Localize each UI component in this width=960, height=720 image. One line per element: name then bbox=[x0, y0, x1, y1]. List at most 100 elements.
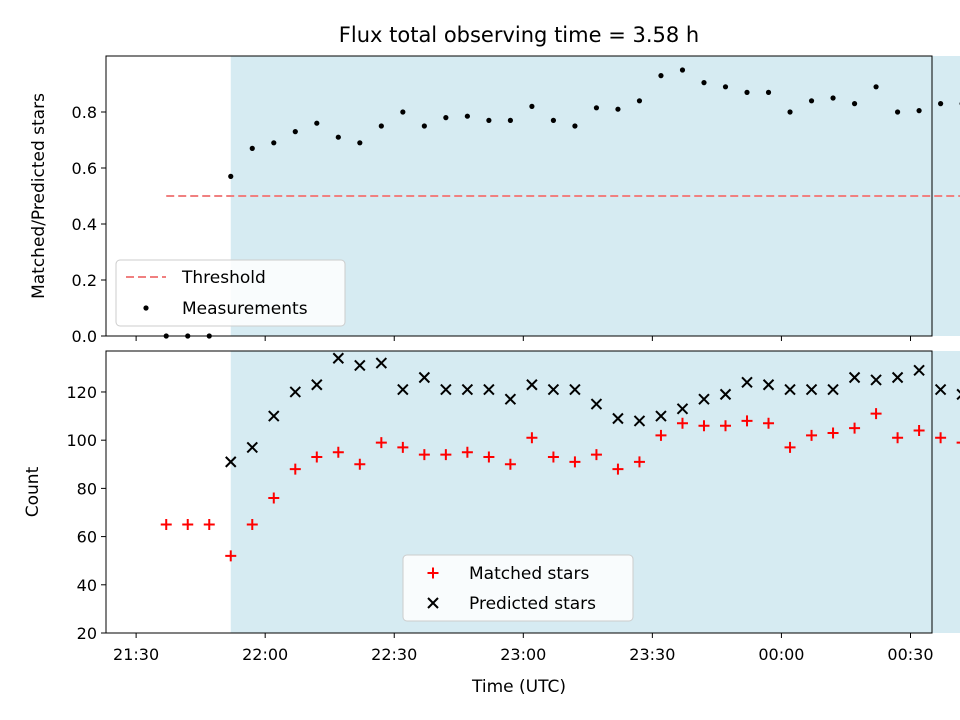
predicted-star-point bbox=[956, 388, 960, 401]
matched-star-point bbox=[375, 437, 387, 449]
matched-star-point bbox=[160, 519, 172, 531]
y-tick-label: 60 bbox=[77, 528, 97, 547]
legend-box bbox=[115, 259, 346, 327]
legend: Threshold Measurements bbox=[115, 259, 346, 327]
chart-title: Flux total observing time = 3.58 h bbox=[339, 23, 699, 47]
legend: Matched stars Predicted stars bbox=[402, 554, 634, 622]
axes-frame bbox=[105, 55, 933, 337]
measurement-point bbox=[701, 80, 707, 86]
matched-star-point bbox=[311, 451, 323, 463]
y-tick-label: 0.2 bbox=[72, 271, 97, 290]
measurement-point bbox=[400, 109, 406, 115]
measurement-point bbox=[765, 89, 772, 95]
matched-star-point bbox=[956, 441, 960, 444]
matched-star-point bbox=[289, 463, 301, 475]
predicted-star-point bbox=[698, 393, 710, 405]
measurement-point bbox=[507, 117, 513, 123]
legend-measurements-swatch bbox=[143, 305, 149, 311]
measurement-point bbox=[378, 123, 384, 129]
predicted-star-point bbox=[719, 388, 732, 401]
measurement-point bbox=[292, 129, 298, 135]
predicted-star-point bbox=[590, 398, 603, 410]
matched-star-point bbox=[763, 417, 775, 429]
legend-label: Measurements bbox=[182, 299, 308, 319]
y-tick-label: 20 bbox=[77, 624, 97, 643]
legend-label: Predicted stars bbox=[469, 594, 596, 614]
measurement-point bbox=[421, 123, 427, 129]
predicted-star-point bbox=[461, 383, 474, 396]
measurement-point bbox=[593, 105, 600, 111]
y-tick-label: 40 bbox=[77, 576, 97, 595]
legend-predicted-swatch bbox=[427, 597, 439, 609]
matched-star-point bbox=[849, 422, 861, 434]
y-tick-label: 0.6 bbox=[72, 159, 97, 178]
predicted-star-point bbox=[805, 383, 818, 396]
measurement-point bbox=[722, 84, 729, 90]
predicted-star-point bbox=[268, 410, 280, 422]
measurement-point bbox=[938, 101, 944, 107]
matched-star-point bbox=[440, 449, 452, 461]
matched-star-point bbox=[569, 456, 581, 468]
measurement-point bbox=[808, 98, 815, 104]
matched-star-point bbox=[720, 420, 731, 432]
legend-box bbox=[402, 554, 634, 622]
measurement-point bbox=[314, 120, 320, 126]
axes-frame bbox=[105, 350, 933, 634]
legend-label: Matched stars bbox=[469, 564, 589, 584]
measurement-point bbox=[464, 113, 470, 119]
legend-label: Threshold bbox=[181, 268, 266, 288]
matched-star-point bbox=[332, 446, 344, 458]
matched-star-point bbox=[354, 458, 366, 470]
matched-star-point bbox=[246, 519, 258, 531]
y-tick-label: 120 bbox=[66, 383, 97, 402]
measurement-point bbox=[894, 109, 901, 115]
measurement-point bbox=[851, 101, 858, 107]
legend-matched-swatch bbox=[427, 567, 439, 579]
measurement-point bbox=[335, 134, 341, 140]
measurement-point bbox=[636, 98, 643, 104]
measurement-point bbox=[529, 103, 535, 109]
predicted-star-point bbox=[676, 403, 689, 415]
measurement-point bbox=[744, 89, 750, 95]
measurement-point bbox=[443, 115, 449, 121]
measurement-point bbox=[873, 84, 879, 90]
measurement-point bbox=[572, 123, 578, 129]
measurement-point bbox=[787, 109, 793, 115]
matched-star-point bbox=[633, 456, 645, 468]
measurement-point bbox=[830, 95, 836, 101]
measurement-point bbox=[615, 106, 621, 112]
measurement-point bbox=[271, 140, 277, 146]
y-axis-label: Count bbox=[23, 466, 43, 517]
matched-star-point bbox=[461, 446, 473, 458]
predicted-star-point bbox=[332, 352, 345, 364]
predicted-star-point bbox=[418, 371, 431, 384]
predicted-star-point bbox=[741, 376, 753, 389]
matched-star-point bbox=[590, 449, 602, 461]
y-tick-label: 100 bbox=[66, 431, 97, 450]
predicted-star-point bbox=[225, 456, 237, 468]
matched-star-point bbox=[203, 519, 215, 531]
x-axis-label: Time (UTC) bbox=[471, 677, 566, 697]
matched-star-point bbox=[698, 420, 710, 432]
y-tick-label: 0.4 bbox=[72, 215, 97, 234]
x-tick-label: 23:30 bbox=[629, 645, 675, 664]
predicted-star-point bbox=[526, 379, 538, 391]
matched-star-point bbox=[483, 451, 495, 463]
y-tick-label: 0.8 bbox=[72, 103, 97, 122]
y-axis-label: Matched/Predicted stars bbox=[29, 93, 49, 299]
predicted-star-point bbox=[655, 410, 667, 422]
predicted-star-point bbox=[633, 415, 646, 427]
measurement-point bbox=[228, 173, 234, 179]
x-tick-label: 00:30 bbox=[887, 645, 933, 664]
matched-star-point bbox=[892, 432, 904, 444]
matched-star-point bbox=[268, 492, 280, 504]
matched-star-point bbox=[935, 432, 947, 444]
predicted-star-point bbox=[784, 383, 796, 396]
matched-star-point bbox=[655, 429, 667, 441]
matched-star-point bbox=[870, 408, 882, 420]
predicted-star-point bbox=[913, 364, 925, 376]
measurement-point bbox=[679, 67, 686, 73]
matched-star-point bbox=[418, 449, 430, 461]
matched-star-point bbox=[741, 415, 753, 427]
